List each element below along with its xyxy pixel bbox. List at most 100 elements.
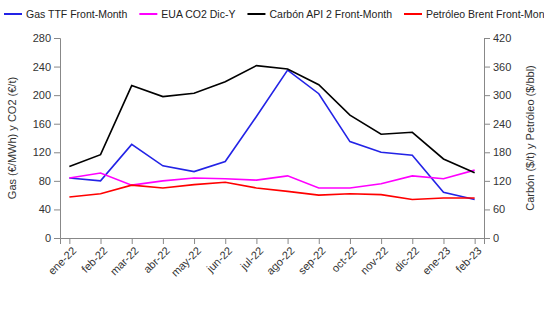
y2-tick-mark bbox=[484, 238, 490, 239]
y-axis: 0 40 80 120 160 200 240 280 bbox=[33, 32, 61, 244]
y-tick-label: 120 bbox=[33, 146, 51, 158]
y-tick-label: 240 bbox=[33, 61, 51, 73]
x-tick-label: jul-22 bbox=[237, 244, 265, 272]
x-tick-mark bbox=[288, 238, 289, 244]
x-tick-mark bbox=[319, 238, 320, 244]
x-tick-mark bbox=[194, 238, 195, 244]
x-tick-label: sep-22 bbox=[296, 244, 328, 276]
x-tick-mark bbox=[69, 238, 70, 244]
x-tick: oct-22 bbox=[329, 238, 359, 274]
legend-swatch bbox=[247, 13, 265, 15]
x-tick-mark bbox=[350, 238, 351, 244]
x-tick-mark bbox=[101, 238, 102, 244]
legend: Gas TTF Front-Month EUA CO2 Dic-Y Carbón A… bbox=[4, 8, 544, 20]
legend-label: Gas TTF Front-Month bbox=[26, 8, 127, 20]
y-axis-title: Gas (€/MWh) y CO2 (€/t) bbox=[6, 77, 18, 199]
y-tick-mark bbox=[54, 95, 60, 96]
y2-tick: 120 bbox=[484, 175, 511, 187]
y2-tick-mark bbox=[484, 152, 490, 153]
y-tick: 120 bbox=[33, 146, 60, 158]
legend-item: EUA CO2 Dic-Y bbox=[139, 8, 235, 20]
x-tick-label: ene-23 bbox=[420, 244, 453, 277]
x-tick-label: oct-22 bbox=[329, 244, 359, 274]
legend-item: Petróleo Brent Front-Month bbox=[404, 8, 544, 20]
y2-tick: 180 bbox=[484, 146, 511, 158]
y-tick-mark bbox=[54, 209, 60, 210]
x-tick: mar-22 bbox=[108, 238, 141, 277]
y-tick-mark bbox=[54, 124, 60, 125]
y2-tick-label: 120 bbox=[493, 175, 511, 187]
x-tick-label: jun-22 bbox=[203, 244, 234, 275]
y2-tick-mark bbox=[484, 209, 490, 210]
y-tick-label: 80 bbox=[39, 175, 51, 187]
x-tick-mark bbox=[132, 238, 133, 244]
x-tick-mark bbox=[443, 238, 444, 244]
x-tick-mark bbox=[163, 238, 164, 244]
y-tick: 80 bbox=[39, 175, 60, 187]
legend-item: Gas TTF Front-Month bbox=[4, 8, 127, 20]
series-line bbox=[69, 66, 474, 173]
y-tick: 240 bbox=[33, 61, 60, 73]
x-tick-label: ago-22 bbox=[264, 244, 297, 277]
legend-swatch bbox=[404, 13, 422, 15]
y-tick-mark bbox=[54, 181, 60, 182]
y2-tick: 0 bbox=[484, 232, 499, 244]
x-tick: ene-23 bbox=[420, 238, 453, 277]
y-tick-label: 280 bbox=[33, 32, 51, 44]
x-tick-label: mar-22 bbox=[108, 244, 141, 277]
y-tick-label: 200 bbox=[33, 89, 51, 101]
y-tick-mark bbox=[54, 67, 60, 68]
x-tick: nov-22 bbox=[358, 238, 390, 277]
x-tick-mark bbox=[225, 238, 226, 244]
x-axis-line bbox=[61, 239, 485, 245]
y2-tick-mark bbox=[484, 95, 490, 96]
x-tick-label: feb-22 bbox=[79, 244, 110, 275]
y2-tick: 360 bbox=[484, 61, 511, 73]
x-tick-mark bbox=[256, 238, 257, 244]
y2-axis-title: Carbón ($/t) y Petróleo ($/bbl) bbox=[524, 65, 536, 211]
x-tick-mark bbox=[412, 238, 413, 244]
y-tick-label: 40 bbox=[39, 203, 51, 215]
y2-tick: 420 bbox=[484, 32, 511, 44]
y2-tick-label: 180 bbox=[493, 146, 511, 158]
y2-tick-mark bbox=[484, 181, 490, 182]
y2-axis: 0 60 120 180 240 300 360 420 bbox=[484, 32, 511, 244]
y-tick: 40 bbox=[39, 203, 60, 215]
y-tick: 280 bbox=[33, 32, 60, 44]
legend-swatch bbox=[139, 13, 157, 15]
plot-lines bbox=[69, 66, 474, 200]
y2-tick: 60 bbox=[484, 203, 505, 215]
x-tick-label: dic-22 bbox=[392, 244, 422, 274]
y2-tick-mark bbox=[484, 38, 490, 39]
y2-axis-line bbox=[485, 39, 491, 239]
x-tick-label: ene-22 bbox=[46, 244, 79, 277]
legend-label: Petróleo Brent Front-Month bbox=[426, 8, 544, 20]
legend-label: Carbón API 2 Front-Month bbox=[269, 8, 392, 20]
x-tick: ago-22 bbox=[264, 238, 297, 277]
y2-tick-mark bbox=[484, 124, 490, 125]
y2-tick: 240 bbox=[484, 118, 511, 130]
y-tick-label: 0 bbox=[45, 232, 51, 244]
y2-tick-label: 240 bbox=[493, 118, 511, 130]
x-tick-label: may-22 bbox=[169, 244, 203, 278]
x-tick: sep-22 bbox=[296, 238, 328, 277]
x-tick: jul-22 bbox=[237, 238, 265, 273]
x-tick: feb-22 bbox=[79, 238, 110, 275]
x-tick-mark bbox=[381, 238, 382, 244]
y2-tick: 300 bbox=[484, 89, 511, 101]
y2-tick-label: 0 bbox=[493, 232, 499, 244]
x-tick-label: abr-22 bbox=[141, 244, 172, 275]
y-tick: 160 bbox=[33, 118, 60, 130]
x-tick-label: feb-23 bbox=[453, 244, 484, 275]
x-tick: jun-22 bbox=[203, 238, 234, 275]
y2-tick-label: 60 bbox=[493, 203, 505, 215]
y-tick-mark bbox=[54, 38, 60, 39]
x-tick-mark bbox=[475, 238, 476, 244]
y2-tick-label: 360 bbox=[493, 61, 511, 73]
y2-tick-mark bbox=[484, 67, 490, 68]
x-tick-label: nov-22 bbox=[358, 244, 390, 276]
series-line bbox=[69, 182, 474, 199]
y2-tick-label: 300 bbox=[493, 89, 511, 101]
x-axis: ene-22feb-22mar-22abr-22may-22jun-22jul-… bbox=[46, 238, 485, 279]
y-tick-mark bbox=[54, 152, 60, 153]
